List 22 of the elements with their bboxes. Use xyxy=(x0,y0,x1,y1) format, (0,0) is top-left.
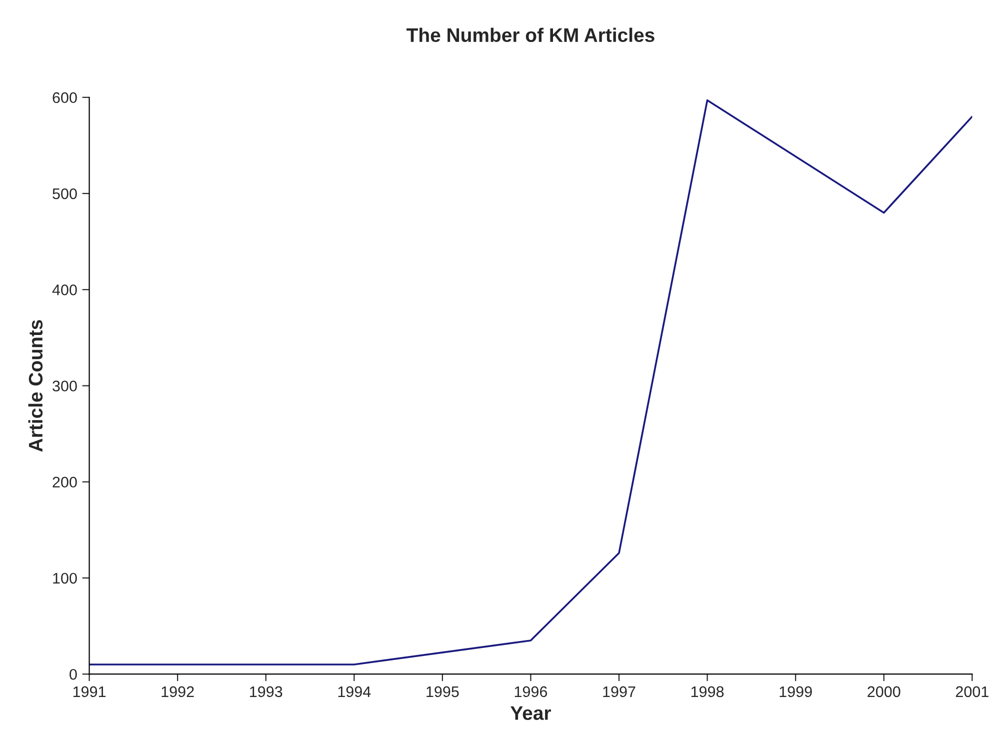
y-tick-label: 100 xyxy=(53,572,77,584)
x-tick-label: 2001 xyxy=(956,686,988,698)
y-tick-label: 500 xyxy=(52,188,77,200)
x-tick-label: 1993 xyxy=(250,686,282,698)
y-tick-label: 600 xyxy=(52,92,77,104)
x-tick-label: 1995 xyxy=(426,686,459,698)
x-tick-label: 1998 xyxy=(691,686,724,698)
x-tick-label: 1994 xyxy=(338,686,371,698)
x-tick-label: 1999 xyxy=(780,686,812,698)
x-tick-label: 1992 xyxy=(162,686,194,698)
y-tick-label: 0 xyxy=(70,668,77,680)
y-tick-label: 300 xyxy=(52,380,77,392)
y-tick-label: 400 xyxy=(52,284,77,296)
x-tick-label: 1996 xyxy=(514,686,548,698)
line-series xyxy=(89,99,972,666)
y-tick-label: 200 xyxy=(52,476,77,488)
x-tick-label: 1991 xyxy=(73,686,106,698)
x-tick-label: 2000 xyxy=(868,686,900,698)
chart-title: The Number of KM Articles xyxy=(406,28,654,42)
x-tick-label: 1997 xyxy=(603,686,636,698)
x-axis-title: Year xyxy=(510,706,551,720)
y-axis-title: Article Counts xyxy=(28,320,43,452)
